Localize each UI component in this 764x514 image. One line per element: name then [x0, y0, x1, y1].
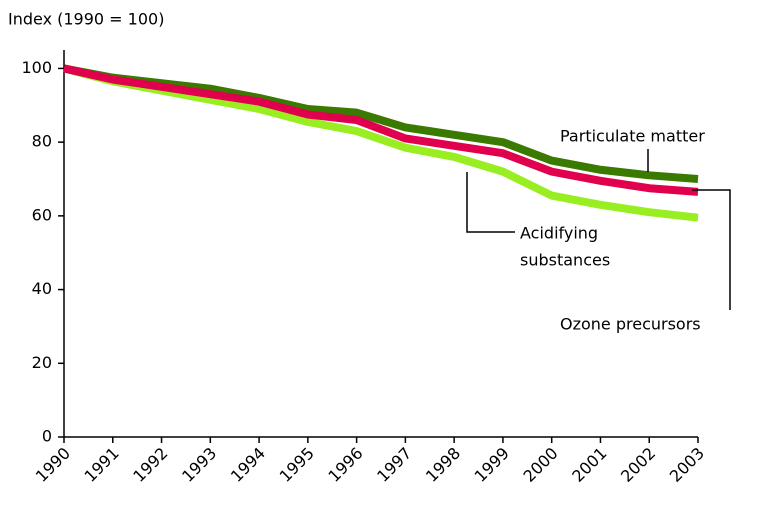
x-tick-label: 1998	[422, 444, 464, 486]
y-tick-label: 20	[32, 353, 52, 372]
y-tick-label: 80	[32, 132, 52, 151]
x-tick-label: 1993	[178, 444, 220, 486]
x-tick-label: 1999	[471, 444, 513, 486]
x-tick-label: 2001	[568, 444, 610, 486]
x-tick-label: 1994	[227, 444, 269, 486]
annotation: substances	[520, 251, 610, 270]
x-tick-label: 2002	[617, 444, 659, 486]
series-line	[63, 64, 699, 196]
y-tick-label: 60	[32, 205, 52, 224]
leader-line	[692, 189, 731, 310]
leader-line	[466, 172, 515, 233]
y-tick-label: 40	[32, 279, 52, 298]
x-tick-label: 1991	[81, 444, 123, 486]
annotation: Ozone precursors	[560, 315, 701, 334]
annotation: Acidifying	[520, 224, 598, 243]
x-tick-label: 2003	[666, 444, 708, 486]
chart-title: Index (1990 = 100)	[8, 10, 164, 29]
y-tick-label: 0	[42, 427, 52, 446]
y-tick-label: 100	[21, 58, 52, 77]
x-tick-label: 1992	[129, 444, 171, 486]
x-tick-label: 1996	[324, 444, 366, 486]
annotation: Particulate matter	[560, 127, 705, 146]
x-tick-label: 1997	[373, 444, 415, 486]
x-tick-label: 1990	[32, 444, 74, 486]
x-tick-label: 1995	[276, 444, 318, 486]
x-tick-label: 2000	[519, 444, 561, 486]
